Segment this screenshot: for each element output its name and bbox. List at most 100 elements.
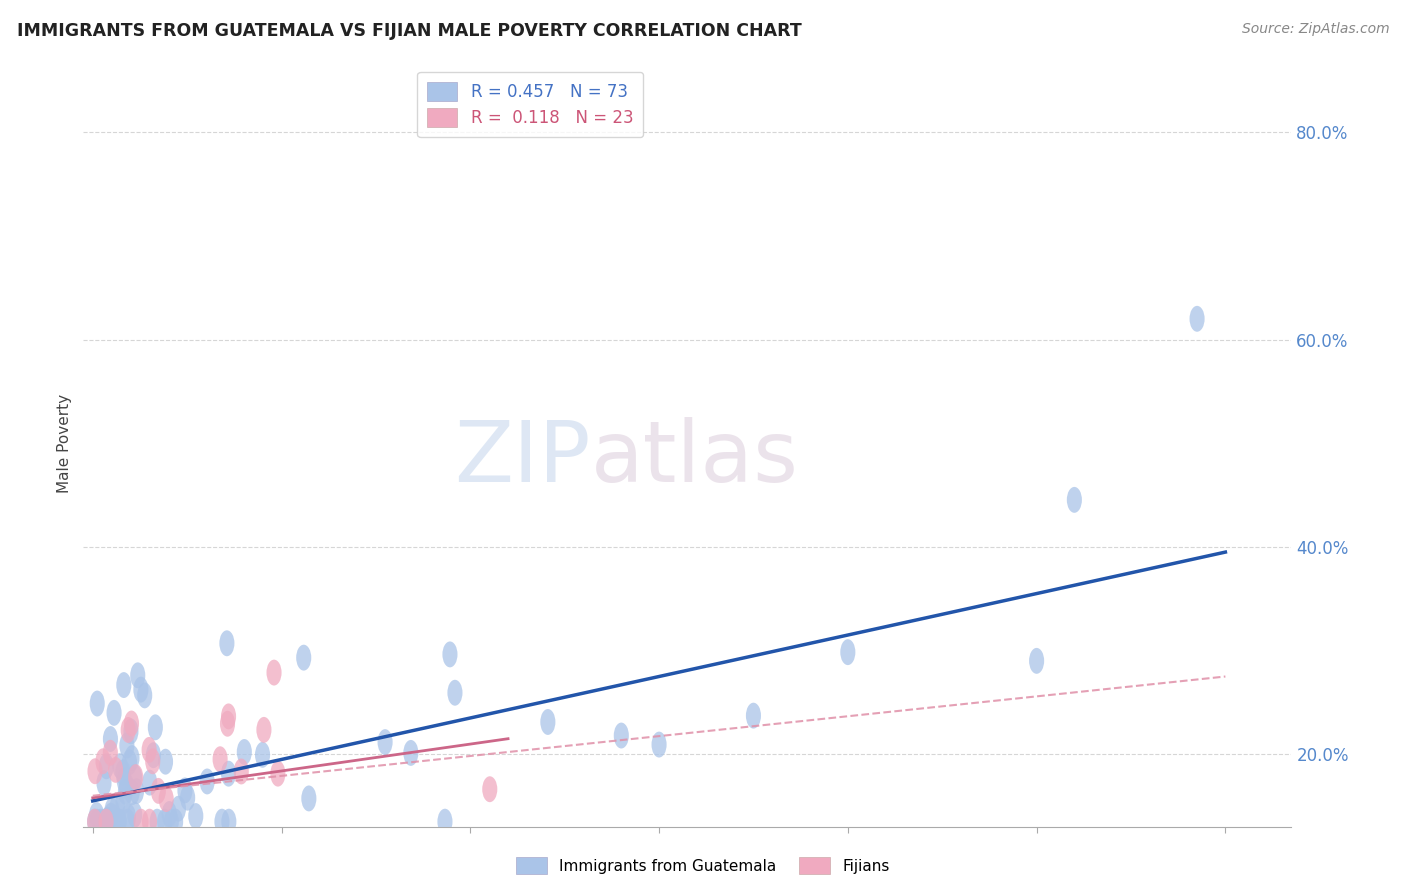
Ellipse shape xyxy=(221,761,236,787)
Ellipse shape xyxy=(115,789,131,814)
Ellipse shape xyxy=(117,767,132,794)
Ellipse shape xyxy=(100,806,115,833)
Ellipse shape xyxy=(111,809,127,835)
Ellipse shape xyxy=(159,786,174,812)
Ellipse shape xyxy=(120,732,135,758)
Ellipse shape xyxy=(177,778,193,804)
Ellipse shape xyxy=(267,659,281,686)
Ellipse shape xyxy=(128,764,143,790)
Ellipse shape xyxy=(124,745,139,771)
Ellipse shape xyxy=(540,709,555,735)
Ellipse shape xyxy=(219,711,235,737)
Ellipse shape xyxy=(122,749,136,775)
Ellipse shape xyxy=(443,641,457,667)
Ellipse shape xyxy=(111,809,127,835)
Ellipse shape xyxy=(221,704,236,730)
Legend: R = 0.457   N = 73, R =  0.118   N = 23: R = 0.457 N = 73, R = 0.118 N = 23 xyxy=(418,71,644,137)
Y-axis label: Male Poverty: Male Poverty xyxy=(58,393,72,492)
Ellipse shape xyxy=(125,780,139,805)
Ellipse shape xyxy=(89,802,104,828)
Ellipse shape xyxy=(301,786,316,812)
Ellipse shape xyxy=(180,785,195,811)
Ellipse shape xyxy=(120,773,135,799)
Ellipse shape xyxy=(157,748,173,774)
Ellipse shape xyxy=(747,703,761,729)
Ellipse shape xyxy=(142,770,157,796)
Ellipse shape xyxy=(87,809,103,835)
Ellipse shape xyxy=(172,796,186,822)
Ellipse shape xyxy=(214,809,229,835)
Ellipse shape xyxy=(142,737,156,763)
Ellipse shape xyxy=(98,809,114,835)
Text: ZIP: ZIP xyxy=(454,417,591,500)
Ellipse shape xyxy=(149,809,165,835)
Ellipse shape xyxy=(200,769,215,795)
Ellipse shape xyxy=(110,793,125,819)
Ellipse shape xyxy=(254,742,270,768)
Ellipse shape xyxy=(127,802,142,828)
Ellipse shape xyxy=(162,801,177,827)
Ellipse shape xyxy=(236,739,252,765)
Ellipse shape xyxy=(97,770,111,796)
Ellipse shape xyxy=(112,753,128,779)
Ellipse shape xyxy=(148,714,163,740)
Ellipse shape xyxy=(145,748,160,774)
Ellipse shape xyxy=(614,723,628,748)
Ellipse shape xyxy=(124,718,139,744)
Ellipse shape xyxy=(404,740,419,766)
Ellipse shape xyxy=(96,748,111,774)
Ellipse shape xyxy=(437,809,453,835)
Ellipse shape xyxy=(115,759,131,786)
Ellipse shape xyxy=(117,672,131,698)
Ellipse shape xyxy=(90,809,104,835)
Ellipse shape xyxy=(129,778,143,805)
Ellipse shape xyxy=(93,809,108,835)
Ellipse shape xyxy=(98,754,114,780)
Ellipse shape xyxy=(118,779,134,805)
Ellipse shape xyxy=(447,680,463,706)
Ellipse shape xyxy=(212,747,228,772)
Ellipse shape xyxy=(188,803,204,829)
Ellipse shape xyxy=(221,809,236,835)
Ellipse shape xyxy=(120,809,135,835)
Ellipse shape xyxy=(482,776,498,802)
Ellipse shape xyxy=(131,663,145,689)
Ellipse shape xyxy=(107,700,122,726)
Ellipse shape xyxy=(163,809,179,835)
Ellipse shape xyxy=(157,809,173,835)
Ellipse shape xyxy=(378,729,392,755)
Ellipse shape xyxy=(841,640,855,665)
Ellipse shape xyxy=(127,764,142,790)
Text: IMMIGRANTS FROM GUATEMALA VS FIJIAN MALE POVERTY CORRELATION CHART: IMMIGRANTS FROM GUATEMALA VS FIJIAN MALE… xyxy=(17,22,801,40)
Ellipse shape xyxy=(219,631,235,657)
Ellipse shape xyxy=(134,677,149,703)
Ellipse shape xyxy=(1067,487,1083,513)
Ellipse shape xyxy=(124,711,139,737)
Ellipse shape xyxy=(150,778,166,804)
Ellipse shape xyxy=(103,739,118,765)
Ellipse shape xyxy=(142,809,157,835)
Ellipse shape xyxy=(87,809,103,835)
Ellipse shape xyxy=(270,761,285,787)
Ellipse shape xyxy=(104,797,120,823)
Ellipse shape xyxy=(297,645,311,671)
Ellipse shape xyxy=(104,803,118,829)
Ellipse shape xyxy=(651,731,666,757)
Text: atlas: atlas xyxy=(591,417,799,500)
Ellipse shape xyxy=(138,682,152,708)
Ellipse shape xyxy=(169,809,183,835)
Ellipse shape xyxy=(108,757,124,783)
Ellipse shape xyxy=(98,809,114,835)
Ellipse shape xyxy=(121,717,136,743)
Ellipse shape xyxy=(1189,306,1205,332)
Ellipse shape xyxy=(134,809,149,835)
Ellipse shape xyxy=(233,758,249,784)
Ellipse shape xyxy=(90,690,105,716)
Text: Source: ZipAtlas.com: Source: ZipAtlas.com xyxy=(1241,22,1389,37)
Ellipse shape xyxy=(111,809,127,835)
Ellipse shape xyxy=(256,717,271,743)
Ellipse shape xyxy=(121,804,136,830)
Ellipse shape xyxy=(1029,648,1045,673)
Legend: Immigrants from Guatemala, Fijians: Immigrants from Guatemala, Fijians xyxy=(510,851,896,880)
Ellipse shape xyxy=(103,726,118,752)
